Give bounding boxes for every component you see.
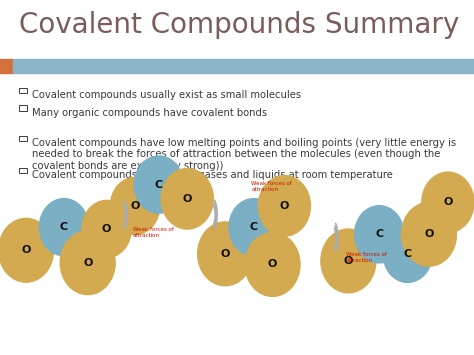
Text: Covalent compounds are usually gases and liquids at room temperature: Covalent compounds are usually gases and…	[32, 170, 393, 180]
Ellipse shape	[258, 176, 310, 236]
Text: O: O	[102, 224, 111, 234]
Bar	[19, 168, 27, 173]
Text: O: O	[182, 194, 192, 204]
Ellipse shape	[134, 156, 183, 213]
Text: O: O	[443, 197, 453, 207]
Text: O: O	[424, 229, 434, 239]
Ellipse shape	[161, 169, 213, 229]
Text: O: O	[83, 258, 92, 268]
Text: O: O	[268, 260, 277, 269]
Text: Covalent compounds have low melting points and boiling points (very little energ: Covalent compounds have low melting poin…	[32, 138, 456, 171]
Text: C: C	[60, 222, 68, 232]
Text: Covalent compounds usually exist as small molecules: Covalent compounds usually exist as smal…	[32, 90, 301, 100]
Ellipse shape	[321, 229, 376, 293]
Ellipse shape	[60, 231, 115, 295]
Bar	[0, 59, 13, 73]
Text: O: O	[280, 201, 289, 211]
Ellipse shape	[355, 206, 404, 263]
Bar	[13, 59, 474, 73]
Text: C: C	[403, 249, 412, 259]
Ellipse shape	[198, 222, 253, 286]
Ellipse shape	[422, 172, 474, 233]
Text: Many organic compounds have covalent bonds: Many organic compounds have covalent bon…	[32, 108, 267, 118]
Ellipse shape	[401, 202, 456, 266]
Text: O: O	[21, 245, 31, 255]
Text: O: O	[130, 201, 140, 211]
Ellipse shape	[110, 177, 160, 235]
Bar	[19, 88, 27, 93]
Bar	[19, 105, 27, 111]
Ellipse shape	[39, 198, 89, 256]
Text: C: C	[155, 180, 163, 190]
Text: Covalent Compounds Summary: Covalent Compounds Summary	[19, 11, 459, 39]
Text: C: C	[375, 229, 383, 239]
Text: Weak forces of
attraction: Weak forces of attraction	[346, 252, 387, 263]
Ellipse shape	[229, 198, 278, 256]
Text: C: C	[249, 222, 258, 232]
Text: O: O	[220, 249, 230, 259]
Text: O: O	[344, 256, 353, 266]
Ellipse shape	[0, 218, 54, 282]
Bar	[19, 136, 27, 141]
Text: Weak forces of
attraction: Weak forces of attraction	[133, 227, 173, 239]
Ellipse shape	[82, 200, 131, 258]
Ellipse shape	[383, 225, 432, 283]
Ellipse shape	[245, 233, 300, 296]
Text: Weak forces of
attraction: Weak forces of attraction	[251, 181, 292, 192]
